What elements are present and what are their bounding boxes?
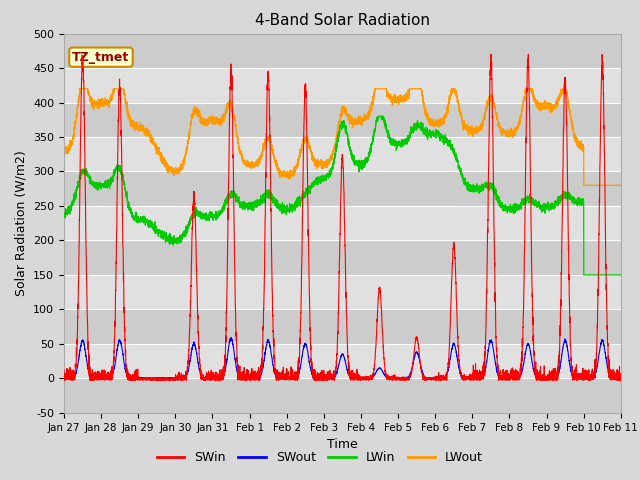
- Bar: [64, 171, 621, 206]
- Title: 4-Band Solar Radiation: 4-Band Solar Radiation: [255, 13, 430, 28]
- Bar: [64, 310, 621, 344]
- Bar: [64, 206, 621, 240]
- Legend: SWin, SWout, LWin, LWout: SWin, SWout, LWin, LWout: [152, 446, 488, 469]
- Bar: [64, 103, 621, 137]
- Bar: [64, 34, 621, 68]
- Bar: [64, 378, 621, 413]
- Text: TZ_tmet: TZ_tmet: [72, 51, 130, 64]
- Bar: [64, 275, 621, 310]
- Bar: [64, 68, 621, 103]
- Y-axis label: Solar Radiation (W/m2): Solar Radiation (W/m2): [15, 150, 28, 296]
- X-axis label: Time: Time: [327, 438, 358, 451]
- Bar: [64, 137, 621, 171]
- Bar: [64, 344, 621, 378]
- Bar: [64, 240, 621, 275]
